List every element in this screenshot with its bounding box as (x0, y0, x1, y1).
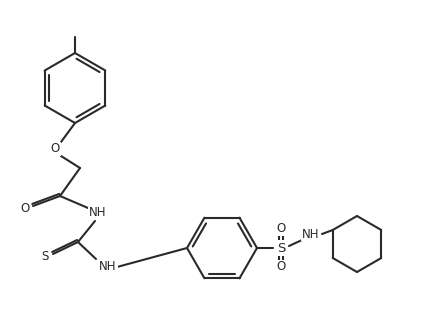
Text: O: O (276, 261, 286, 273)
Text: S: S (41, 249, 49, 263)
Text: NH: NH (302, 228, 320, 240)
Text: O: O (276, 222, 286, 236)
Text: O: O (20, 202, 30, 214)
Text: NH: NH (99, 261, 117, 273)
Text: NH: NH (89, 206, 107, 220)
Text: S: S (277, 241, 285, 255)
Text: O: O (50, 143, 60, 155)
